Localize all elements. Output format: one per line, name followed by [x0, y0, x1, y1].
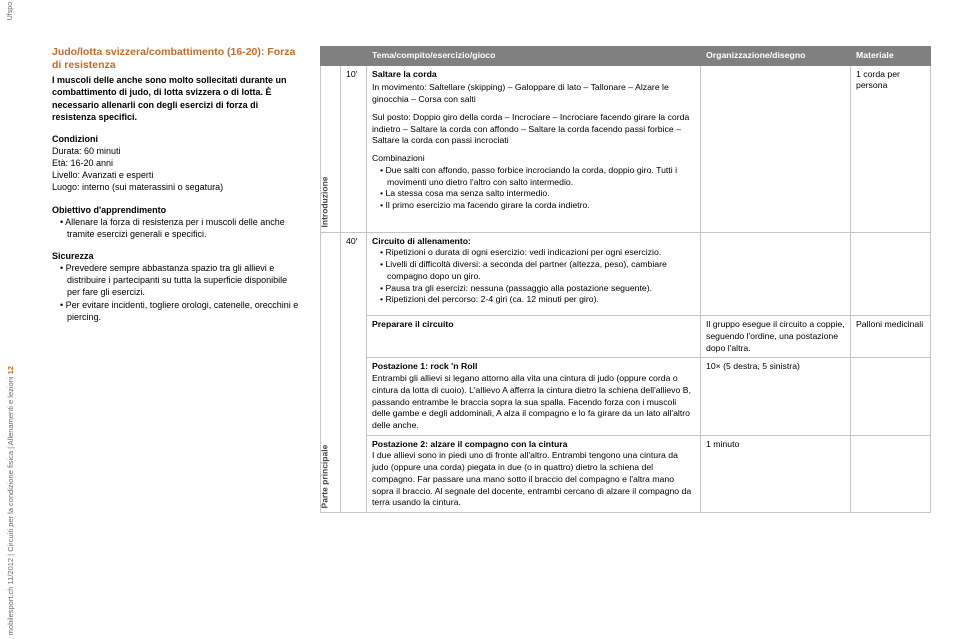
footer-sidebar: Ufspo mobilesport.ch 11/2012 | Circuiti …	[6, 0, 26, 639]
mat-circuit	[851, 232, 931, 315]
table-row: Parte principale 40' Circuito di allenam…	[321, 232, 931, 315]
col-mat: Materiale	[851, 47, 931, 66]
phase-cell-main: Parte principale	[321, 232, 341, 512]
lesson-table-area: Tema/compito/esercizio/gioco Organizzazi…	[320, 46, 930, 513]
ex-title: Saltare la corda	[372, 69, 437, 79]
footer-breadcrumb: mobilesport.ch 11/2012 | Circuiti per la…	[6, 366, 16, 635]
ex-subhead: Combinazioni	[372, 153, 695, 165]
safety-item: Per evitare incidenti, togliere orologi,…	[60, 299, 300, 323]
logo-small: Ufspo	[6, 2, 15, 20]
station-2-text: I due allievi sono in piedi uno di front…	[372, 450, 695, 509]
footer-breadcrumb-text: mobilesport.ch 11/2012 | Circuiti per la…	[6, 374, 15, 635]
org-prepare: Il gruppo esegue il circuito a coppie, s…	[701, 316, 851, 358]
lesson-intro: I muscoli delle anche sono molto solleci…	[52, 74, 300, 123]
table-row: Postazione 1: rock 'n Roll Entrambi gli …	[321, 358, 931, 435]
ex-list-item: Il primo esercizio ma facendo girare la …	[380, 200, 695, 212]
phase-label-main: Parte principale	[319, 444, 330, 508]
page-root: Ufspo mobilesport.ch 11/2012 | Circuiti …	[0, 0, 960, 639]
org-circuit	[701, 232, 851, 315]
col-task: Tema/compito/esercizio/gioco	[367, 47, 701, 66]
condition-location: Luogo: interno (sui materassini o segatu…	[52, 181, 300, 193]
time-main: 40'	[341, 232, 367, 512]
page-number: 12	[6, 366, 15, 374]
prepare-title: Preparare il circuito	[372, 319, 695, 331]
lesson-table: Tema/compito/esercizio/gioco Organizzazi…	[320, 46, 931, 513]
lesson-info-column: Judo/lotta svizzera/combattimento (16-20…	[52, 46, 300, 333]
ex-list-item: La stessa cosa ma senza salto intermedio…	[380, 188, 695, 200]
lesson-title: Judo/lotta svizzera/combattimento (16-20…	[52, 46, 300, 72]
table-row: Postazione 2: alzare il compagno con la …	[321, 435, 931, 512]
mat-prepare: Palloni medicinali	[851, 316, 931, 358]
org-intro	[701, 65, 851, 232]
phase-label-intro: Introduzione	[319, 177, 330, 228]
safety-list: Prevedere sempre abbastanza spazio tra g…	[52, 262, 300, 323]
station-1-title: Postazione 1: rock 'n Roll	[372, 361, 477, 371]
condition-level: Livello: Avanzati e esperti	[52, 169, 300, 181]
ex-text: Sul posto: Doppio giro della corda – Inc…	[372, 112, 695, 147]
task-intro: Saltare la corda In movimento: Saltellar…	[367, 65, 701, 232]
circuit-item: Ripetizioni del percorso: 2-4 giri (ca. …	[380, 294, 695, 306]
ex-text: In movimento: Saltellare (skipping) – Ga…	[372, 82, 695, 105]
circuit-title: Circuito di allenamento:	[372, 236, 695, 248]
org-station-2: 1 minuto	[701, 435, 851, 512]
station-1-text: Entrambi gli allievi si legano attorno a…	[372, 373, 695, 432]
objective-list: Allenare la forza di resistenza per i mu…	[52, 216, 300, 240]
circuit-item: Livelli di difficoltà diversi: a seconda…	[380, 259, 695, 282]
condition-duration: Durata: 60 minuti	[52, 145, 300, 157]
conditions-heading: Condizioni	[52, 133, 300, 145]
circuit-list: Ripetizioni o durata di ogni esercizio: …	[372, 247, 695, 306]
ex-list-item: Due salti con affondo, passo forbice inc…	[380, 165, 695, 188]
org-station-1: 10× (5 destra, 5 sinistra)	[701, 358, 851, 435]
ex-list: Due salti con affondo, passo forbice inc…	[372, 165, 695, 212]
task-circuit: Circuito di allenamento: Ripetizioni o d…	[367, 232, 701, 315]
objective-item: Allenare la forza di resistenza per i mu…	[60, 216, 300, 240]
objective-heading: Obiettivo d'apprendimento	[52, 204, 300, 216]
condition-age: Età: 16-20 anni	[52, 157, 300, 169]
phase-cell-intro: Introduzione	[321, 65, 341, 232]
mat-station-1	[851, 358, 931, 435]
task-station-2: Postazione 2: alzare il compagno con la …	[367, 435, 701, 512]
task-station-1: Postazione 1: rock 'n Roll Entrambi gli …	[367, 358, 701, 435]
task-prepare: Preparare il circuito	[367, 316, 701, 358]
circuit-item: Ripetizioni o durata di ogni esercizio: …	[380, 247, 695, 259]
time-intro: 10'	[341, 65, 367, 232]
mat-station-2	[851, 435, 931, 512]
safety-heading: Sicurezza	[52, 250, 300, 262]
table-row: Introduzione 10' Saltare la corda In mov…	[321, 65, 931, 232]
circuit-item: Pausa tra gli esercizi: nessuna (passagg…	[380, 283, 695, 295]
col-org: Organizzazione/disegno	[701, 47, 851, 66]
mat-intro: 1 corda per persona	[851, 65, 931, 232]
table-header-row: Tema/compito/esercizio/gioco Organizzazi…	[321, 47, 931, 66]
station-2-title: Postazione 2: alzare il compagno con la …	[372, 439, 568, 449]
safety-item: Prevedere sempre abbastanza spazio tra g…	[60, 262, 300, 298]
table-row: Preparare il circuito Il gruppo esegue i…	[321, 316, 931, 358]
